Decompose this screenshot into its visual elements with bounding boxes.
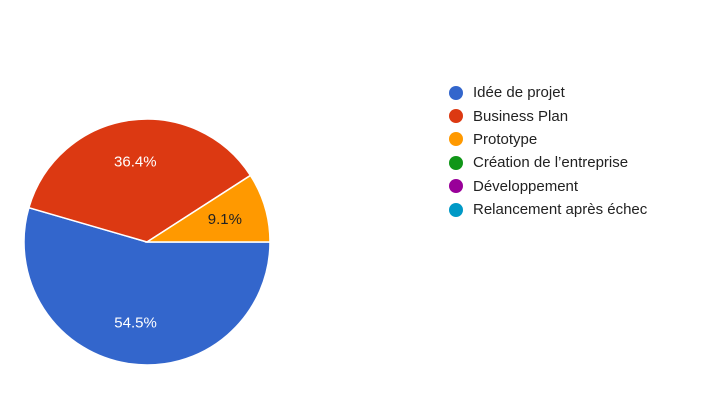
legend-item: Relancement après échec [449, 198, 647, 221]
legend-item: Idée de projet [449, 81, 647, 104]
legend: Idée de projet Business Plan Prototype Créa… [449, 81, 647, 221]
legend-swatch-icon [449, 85, 463, 100]
legend-swatch-icon [449, 132, 463, 147]
pie-slice [23, 206, 271, 366]
legend-swatch-icon [449, 179, 463, 194]
legend-item: Prototype [449, 128, 647, 151]
legend-label: Développement [473, 177, 579, 195]
legend-swatch-icon [449, 155, 463, 170]
pie-slice [144, 174, 271, 243]
legend-label: Prototype [473, 130, 538, 148]
legend-swatch-icon [449, 202, 463, 217]
slice-value-label: 9.1% [208, 211, 242, 228]
legend-label: Création de l’entreprise [473, 154, 629, 172]
pie-slice [27, 118, 252, 243]
slice-value-label: 54.5% [114, 314, 157, 331]
legend-item: Business Plan [449, 104, 647, 127]
legend-label: Idée de projet [473, 84, 565, 102]
legend-item: Développement [449, 175, 647, 198]
slice-value-label: 36.4% [114, 154, 157, 171]
legend-label: Relancement après échec [473, 201, 648, 219]
legend-item: Création de l’entreprise [449, 151, 647, 174]
legend-label: Business Plan [473, 107, 569, 125]
legend-swatch-icon [449, 109, 463, 124]
